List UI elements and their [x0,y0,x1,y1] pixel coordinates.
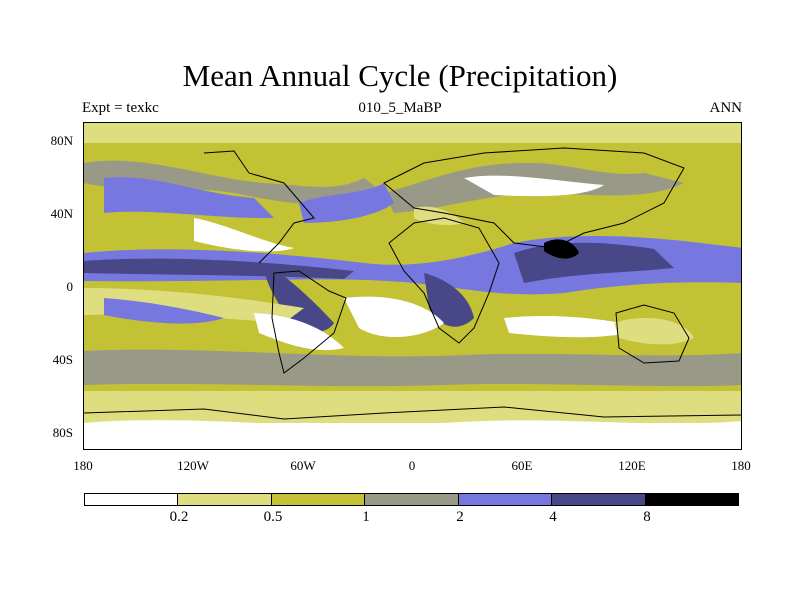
dry-south-pacific-east [254,313,344,351]
lon-label-120e: 120E [618,458,646,473]
case-label: 010_5_MaBP [358,100,442,116]
dry-australia [614,318,694,345]
wet-north-pacific [104,177,274,219]
coast-antarctica [84,406,741,420]
band-arctic [84,123,741,143]
colorbar-label-2: 2 [456,509,464,525]
lon-label-0: 0 [408,458,416,473]
lon-label-180w: 180 [73,458,93,473]
lat-label-80s: 80S [52,425,73,440]
coast-north-america [203,150,315,264]
lat-label-40n: 40N [50,206,73,221]
storm-track-southern [84,349,741,387]
precipitation-map [83,122,742,450]
amazon-wet [264,263,334,332]
lat-label-0: 0 [66,279,74,294]
experiment-label: Expt = texkc [82,100,159,116]
colorbar-label-8: 8 [643,509,651,525]
coast-south-america [271,270,347,374]
storm-track-pacific [84,160,384,205]
central-africa-wet [424,273,474,327]
colorbar-label-4: 4 [549,509,557,525]
antarctic-dry [84,420,741,449]
lat-label-40s: 40S [52,352,73,367]
colorbar-swatch-4 [365,494,459,505]
colorbar-label-0-2: 0.2 [169,509,189,525]
colorbar-swatch-6 [552,494,646,505]
season-label: ANN [709,100,743,116]
lon-label-60e: 60E [511,458,533,473]
colorbar-label-0-5: 0.5 [263,509,283,525]
monsoon-max [544,239,579,259]
dry-north-pacific [194,218,294,252]
coast-africa [388,217,500,344]
dry-sahara [464,175,604,197]
colorbar [84,493,739,506]
lon-label-60w: 60W [290,458,316,473]
itcz-pacific-core [84,258,354,279]
coast-eurasia [383,147,685,249]
colorbar-swatch-3 [271,494,366,505]
dry-south-indian [504,316,644,338]
colorbar-swatch-7 [645,494,738,505]
lat-label-80n: 80N [50,133,73,148]
lon-label-120w: 120W [177,458,209,473]
colorbar-swatch-5 [458,494,553,505]
colorbar-swatch-1 [85,494,179,505]
wet-north-atlantic [299,183,394,223]
colorbar-label-1: 1 [362,509,370,525]
coast-australia [615,304,690,364]
colorbar-swatch-2 [178,494,272,505]
dry-south-atlantic [344,296,444,338]
spcz-wet [104,298,224,324]
lon-label-180e: 180 [731,458,751,473]
map-title: Mean Annual Cycle (Precipitation) [182,58,618,93]
